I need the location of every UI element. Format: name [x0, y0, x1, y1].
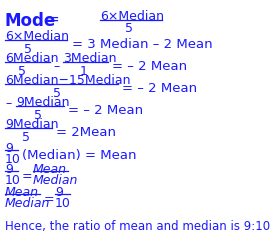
Text: Mean: Mean: [33, 163, 67, 176]
Text: = – 2 Mean: = – 2 Mean: [68, 104, 143, 117]
Text: = – 2 Mean: = – 2 Mean: [112, 60, 187, 73]
Text: Median: Median: [5, 197, 51, 210]
Text: 9: 9: [55, 186, 63, 199]
Text: 3Median: 3Median: [63, 52, 117, 65]
Text: 6Median−15Median: 6Median−15Median: [5, 74, 130, 87]
Text: 6×Median: 6×Median: [100, 10, 164, 23]
Text: Median: Median: [33, 174, 78, 187]
Text: = – 2 Mean: = – 2 Mean: [122, 82, 197, 95]
Text: (Median) = Mean: (Median) = Mean: [22, 149, 136, 162]
Text: 5: 5: [18, 65, 26, 78]
Text: 5: 5: [24, 43, 32, 56]
Text: =: =: [46, 12, 59, 27]
Text: 5: 5: [22, 131, 30, 144]
Text: Mode: Mode: [5, 12, 56, 30]
Text: 10: 10: [55, 197, 71, 210]
Text: 6×Median: 6×Median: [5, 30, 69, 43]
Text: = 2Mean: = 2Mean: [56, 126, 116, 139]
Text: 5: 5: [34, 109, 42, 122]
Text: = 3 Median – 2 Mean: = 3 Median – 2 Mean: [72, 38, 213, 51]
Text: 6Median: 6Median: [5, 52, 58, 65]
Text: 10: 10: [5, 174, 21, 187]
Text: –: –: [53, 60, 59, 73]
Text: 9: 9: [5, 163, 13, 176]
Text: =: =: [22, 170, 33, 183]
Text: –: –: [5, 97, 11, 110]
Text: =: =: [44, 193, 55, 206]
Text: Mean: Mean: [5, 186, 39, 199]
Text: 5: 5: [125, 22, 133, 35]
Text: Hence, the ratio of mean and median is 9:10: Hence, the ratio of mean and median is 9…: [5, 220, 270, 233]
Text: 9Median: 9Median: [16, 96, 70, 109]
Text: 9: 9: [5, 142, 13, 155]
Text: 9Median: 9Median: [5, 118, 58, 131]
Text: 1: 1: [80, 65, 88, 78]
Text: 10: 10: [5, 153, 21, 166]
Text: 5: 5: [53, 87, 61, 100]
